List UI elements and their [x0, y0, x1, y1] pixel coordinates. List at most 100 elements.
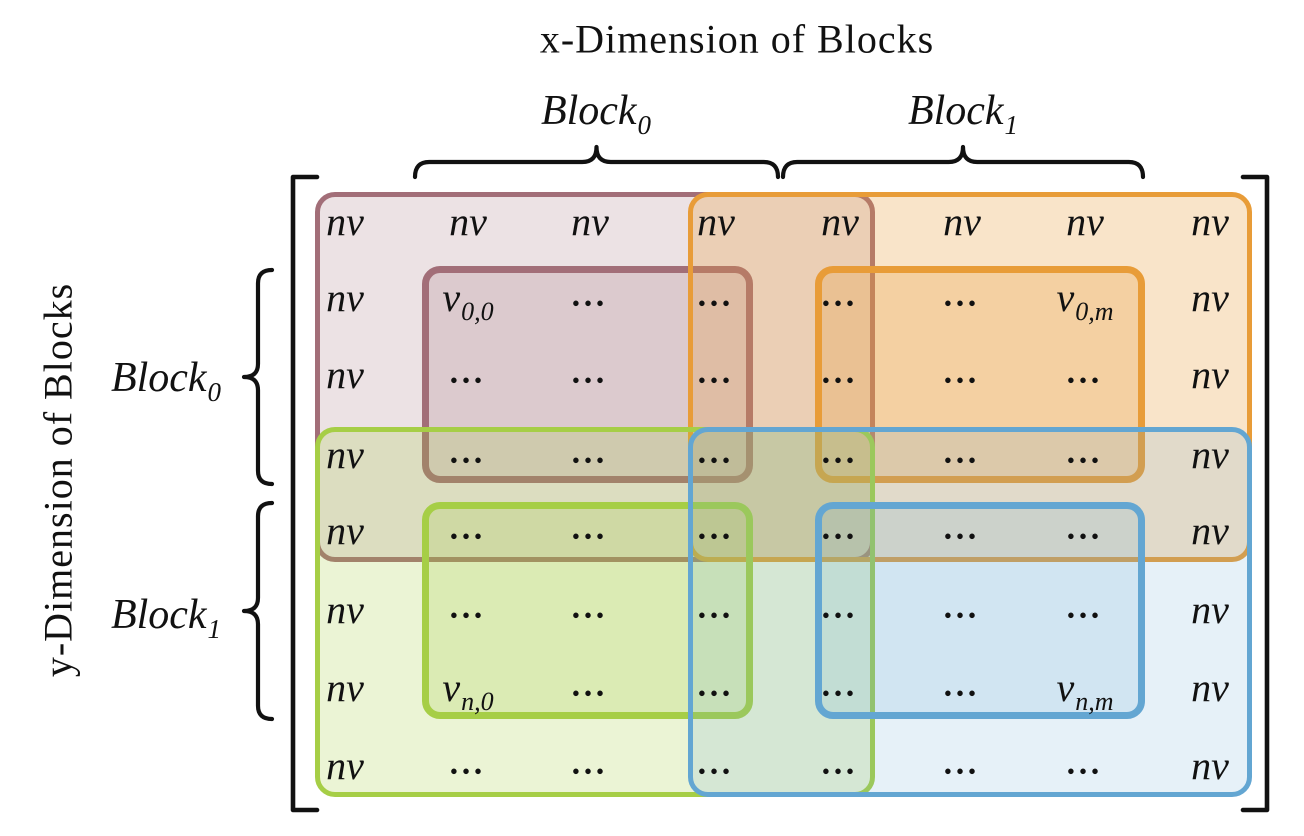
x-block1-label: Block1 [907, 87, 1018, 140]
matrix-cell: ••• [900, 503, 1024, 559]
matrix-cell: ••• [778, 503, 902, 559]
block10-core-region [422, 502, 753, 719]
ellipsis-dots: ••• [571, 448, 609, 473]
x-block0-label: Block0 [540, 87, 651, 140]
ellipsis-dots: ••• [943, 291, 981, 316]
matrix-cell: nv [1191, 587, 1229, 632]
matrix-cell: ••• [654, 427, 778, 483]
ellipsis-dots: ••• [571, 291, 609, 316]
matrix-cell: nv [326, 587, 364, 632]
ellipsis-dots: ••• [943, 448, 981, 473]
ellipsis-dots: ••• [697, 759, 735, 784]
matrix-cell: ••• [654, 660, 778, 716]
matrix-cell: nv [449, 199, 487, 244]
ellipsis-dots: ••• [449, 448, 487, 473]
ellipsis-dots: ••• [571, 681, 609, 706]
matrix-cell: ••• [778, 270, 902, 326]
matrix-cell: ••• [654, 582, 778, 638]
matrix-cell: nv [326, 743, 364, 788]
matrix-cell: ••• [778, 738, 902, 794]
x-block1-label-text: Block [907, 88, 1004, 134]
ellipsis-dots: ••• [943, 368, 981, 393]
matrix-cell: nv [326, 508, 364, 553]
ellipsis-dots: ••• [821, 524, 859, 549]
matrix-cell: ••• [406, 427, 530, 483]
matrix-cell: ••• [406, 347, 530, 403]
ellipsis-dots: ••• [943, 759, 981, 784]
x-block0-label-subscript: 0 [637, 110, 652, 140]
matrix-cell: v0,0 [442, 275, 494, 326]
x-block0-label-text: Block [540, 88, 637, 134]
matrix-cell: nv [326, 275, 364, 320]
ellipsis-dots: ••• [821, 603, 859, 628]
matrix-cell: ••• [406, 582, 530, 638]
ellipsis-dots: ••• [697, 603, 735, 628]
matrix-cell: nv [1191, 743, 1229, 788]
ellipsis-dots: ••• [571, 603, 609, 628]
matrix-cell: nv [1066, 199, 1104, 244]
y-block1-label-subscript: 1 [207, 614, 222, 644]
x-dimension-title: x-Dimension of Blocks [539, 16, 935, 62]
matrix-cell: ••• [654, 347, 778, 403]
matrix-cell: nv [326, 432, 364, 477]
matrix-cell: ••• [1023, 738, 1147, 794]
matrix-cell: ••• [900, 738, 1024, 794]
ellipsis-dots: ••• [943, 681, 981, 706]
ellipsis-dots: ••• [821, 368, 859, 393]
ellipsis-dots: ••• [697, 291, 735, 316]
block11-core-region [815, 502, 1145, 719]
matrix-cell: nv [326, 352, 364, 397]
matrix-cell: ••• [654, 270, 778, 326]
ellipsis-dots: ••• [1066, 368, 1104, 393]
ellipsis-dots: ••• [571, 524, 609, 549]
matrix-cell: nv [326, 665, 364, 710]
ellipsis-dots: ••• [449, 759, 487, 784]
y-block0-label-text: Block [110, 355, 207, 401]
ellipsis-dots: ••• [697, 448, 735, 473]
matrix-cell: ••• [406, 503, 530, 559]
matrix-cell: ••• [528, 660, 652, 716]
y-brace-block1 [241, 500, 275, 722]
matrix-cell: ••• [528, 503, 652, 559]
matrix-cell: ••• [528, 270, 652, 326]
y-block1-label: Block1 [110, 591, 221, 644]
matrix-cell: nv [1191, 275, 1229, 320]
matrix-cell: nv [1191, 352, 1229, 397]
matrix-cell: vn,m [1056, 665, 1114, 716]
ellipsis-dots: ••• [449, 368, 487, 393]
ellipsis-dots: ••• [571, 368, 609, 393]
matrix-cell: ••• [1023, 582, 1147, 638]
matrix-cell: ••• [778, 427, 902, 483]
y-block0-label-subscript: 0 [207, 377, 222, 407]
matrix-cell: ••• [900, 347, 1024, 403]
matrix-cell: nv [697, 199, 735, 244]
matrix-cell: ••• [778, 582, 902, 638]
matrix-cell: ••• [900, 582, 1024, 638]
matrix-cell: ••• [654, 738, 778, 794]
ellipsis-dots: ••• [449, 524, 487, 549]
y-block0-label: Block0 [110, 354, 221, 407]
matrix-cell: ••• [528, 738, 652, 794]
ellipsis-dots: ••• [943, 603, 981, 628]
matrix-cell: ••• [528, 347, 652, 403]
matrix-cell: ••• [900, 270, 1024, 326]
ellipsis-dots: ••• [821, 681, 859, 706]
ellipsis-dots: ••• [571, 759, 609, 784]
matrix-cell: nv [571, 199, 609, 244]
matrix-cell: ••• [528, 427, 652, 483]
matrix-cell: nv [1191, 432, 1229, 477]
ellipsis-dots: ••• [697, 368, 735, 393]
matrix-cell: ••• [1023, 503, 1147, 559]
ellipsis-dots: ••• [821, 448, 859, 473]
x-brace-block1 [780, 144, 1146, 180]
matrix-cell: ••• [654, 503, 778, 559]
block01-halo-region [688, 192, 1252, 562]
matrix-cell: ••• [900, 660, 1024, 716]
ellipsis-dots: ••• [697, 524, 735, 549]
y-block1-label-text: Block [110, 592, 207, 638]
ellipsis-dots: ••• [1066, 524, 1104, 549]
block00-core-region [422, 266, 753, 483]
block11-halo-region [688, 427, 1252, 797]
ellipsis-dots: ••• [1066, 759, 1104, 784]
